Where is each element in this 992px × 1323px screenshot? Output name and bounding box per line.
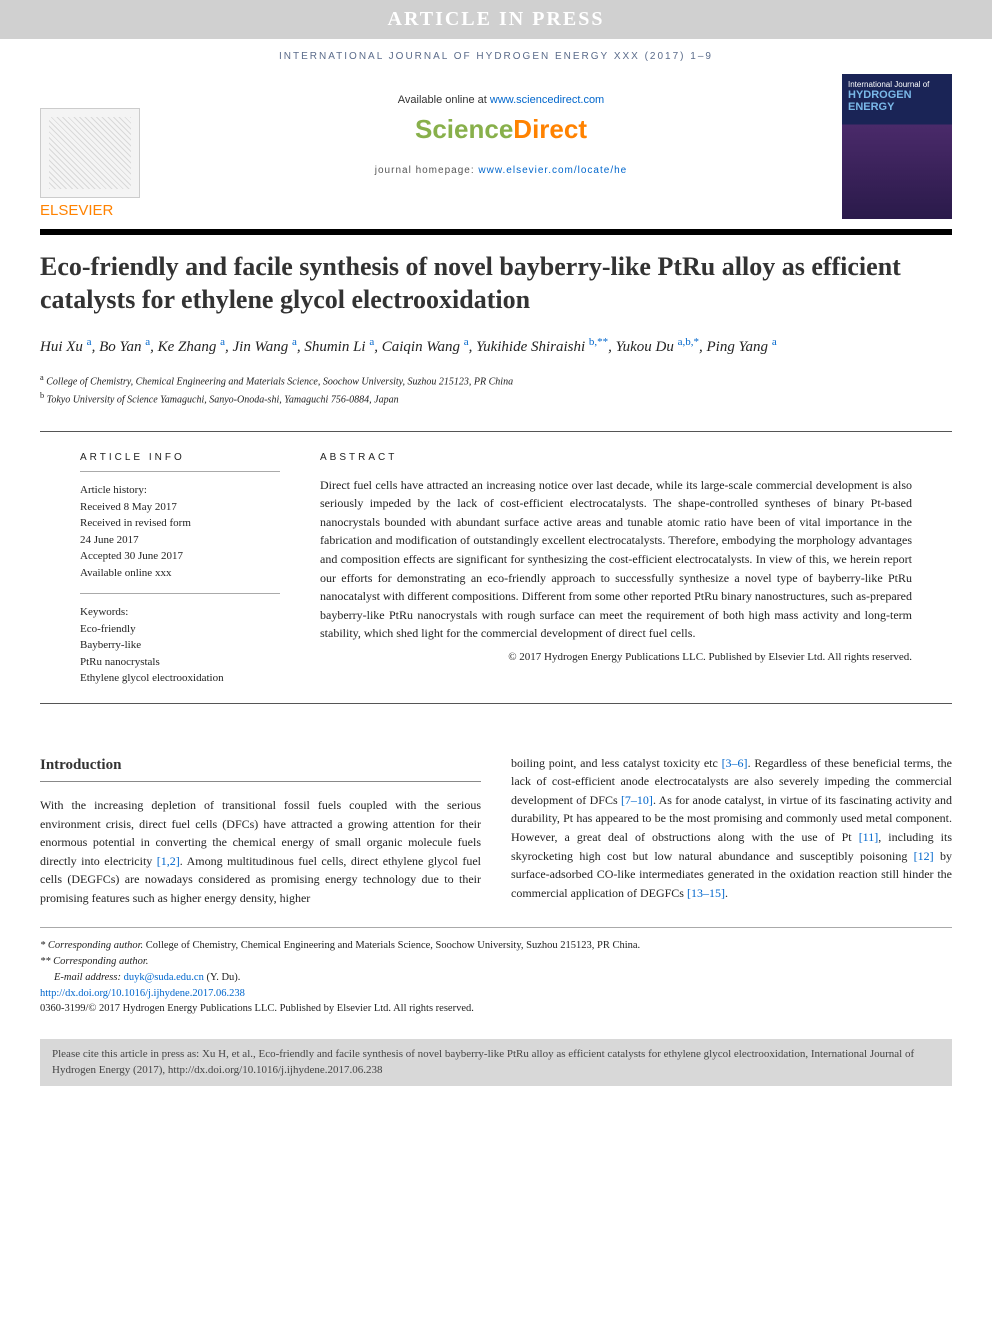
citation-link[interactable]: [13–15] [687,886,725,900]
corresponding-author-1: * Corresponding author. College of Chemi… [40,938,952,954]
author-affil-link[interactable]: a [772,336,777,348]
keywords-label: Keywords: [80,604,280,621]
corresponding-email-link[interactable]: duyk@suda.edu.cn [124,972,204,983]
available-online-text: Available online at www.sciencedirect.co… [180,94,822,106]
doi-link[interactable]: http://dx.doi.org/10.1016/j.ijhydene.201… [40,988,245,999]
keyword-1: Eco-friendly [80,621,280,638]
citation-link[interactable]: [11] [859,830,879,844]
sciencedirect-logo[interactable]: ScienceDirect [180,114,822,145]
revised-date-l2: 24 June 2017 [80,532,280,549]
body-columns: Introduction With the increasing depleti… [0,704,992,928]
keyword-2: Bayberry-like [80,637,280,654]
footnotes-block: * Corresponding author. College of Chemi… [40,927,952,1031]
received-date: Received 8 May 2017 [80,499,280,516]
keyword-4: Ethylene glycol electrooxidation [80,670,280,687]
citation-link[interactable]: [7–10] [621,793,653,807]
introduction-heading: Introduction [40,754,481,782]
cover-subtitle: International Journal of [848,80,946,89]
article-meta-row: ARTICLE INFO Article history: Received 8… [40,431,952,704]
body-column-left: Introduction With the increasing depleti… [40,754,481,908]
citation-link[interactable]: [12] [914,849,934,863]
publisher-logo[interactable]: ELSEVIER [40,74,160,219]
article-in-press-banner: ARTICLE IN PRESS [0,0,992,39]
title-divider-bar [40,229,952,235]
author-affil-link[interactable]: a [464,336,469,348]
author-affil-link[interactable]: a [292,336,297,348]
abstract-column: ABSTRACT Direct fuel cells have attracte… [320,450,912,687]
abstract-text: Direct fuel cells have attracted an incr… [320,476,912,643]
corresponding-author-2: ** Corresponding author. [40,954,952,970]
intro-paragraph-2: boiling point, and less catalyst toxicit… [511,754,952,903]
journal-homepage-link[interactable]: www.elsevier.com/locate/he [478,165,627,176]
keyword-3: PtRu nanocrystals [80,654,280,671]
author-affil-link[interactable]: b,** [589,336,608,348]
revised-date-l1: Received in revised form [80,515,280,532]
history-label: Article history: [80,482,280,499]
author-affil-link[interactable]: a,b,* [678,336,699,348]
citation-link[interactable]: [3–6] [722,756,748,770]
elsevier-tree-icon [40,108,140,198]
abstract-heading: ABSTRACT [320,450,912,466]
footer-copyright: 0360-3199/© 2017 Hydrogen Energy Publica… [40,1001,952,1017]
available-online-date: Available online xxx [80,565,280,582]
sciencedirect-url-link[interactable]: www.sciencedirect.com [490,94,604,106]
affiliation-b: b Tokyo University of Science Yamaguchi,… [0,391,992,419]
author-affil-link[interactable]: a [369,336,374,348]
article-title: Eco-friendly and facile synthesis of nov… [40,251,952,316]
journal-homepage: journal homepage: www.elsevier.com/locat… [180,165,822,176]
journal-cover-thumbnail[interactable]: International Journal of HYDROGENENERGY [842,74,952,219]
publisher-name: ELSEVIER [40,202,160,219]
sciencedirect-block: Available online at www.sciencedirect.co… [180,74,822,219]
abstract-copyright: © 2017 Hydrogen Energy Publications LLC.… [320,649,912,666]
intro-paragraph-1: With the increasing depletion of transit… [40,796,481,908]
article-info-column: ARTICLE INFO Article history: Received 8… [80,450,280,687]
journal-reference: INTERNATIONAL JOURNAL OF HYDROGEN ENERGY… [0,39,992,74]
authors-list: Hui Xu a, Bo Yan a, Ke Zhang a, Jin Wang… [0,334,992,373]
citation-link[interactable]: [1,2] [157,854,180,868]
citation-box: Please cite this article in press as: Xu… [40,1039,952,1086]
sd-logo-part2: Direct [513,114,587,144]
author-affil-link[interactable]: a [220,336,225,348]
sd-logo-part1: Science [415,114,513,144]
body-column-right: boiling point, and less catalyst toxicit… [511,754,952,908]
cover-title-2: ENERGY [848,101,894,113]
email-line: E-mail address: duyk@suda.edu.cn (Y. Du)… [40,970,952,986]
accepted-date: Accepted 30 June 2017 [80,548,280,565]
article-info-heading: ARTICLE INFO [80,450,280,472]
author-affil-link[interactable]: a [87,336,92,348]
affiliation-a: a College of Chemistry, Chemical Enginee… [0,373,992,391]
header-row: ELSEVIER Available online at www.science… [0,74,992,229]
cover-title-1: HYDROGEN [848,89,912,101]
author-affil-link[interactable]: a [145,336,150,348]
